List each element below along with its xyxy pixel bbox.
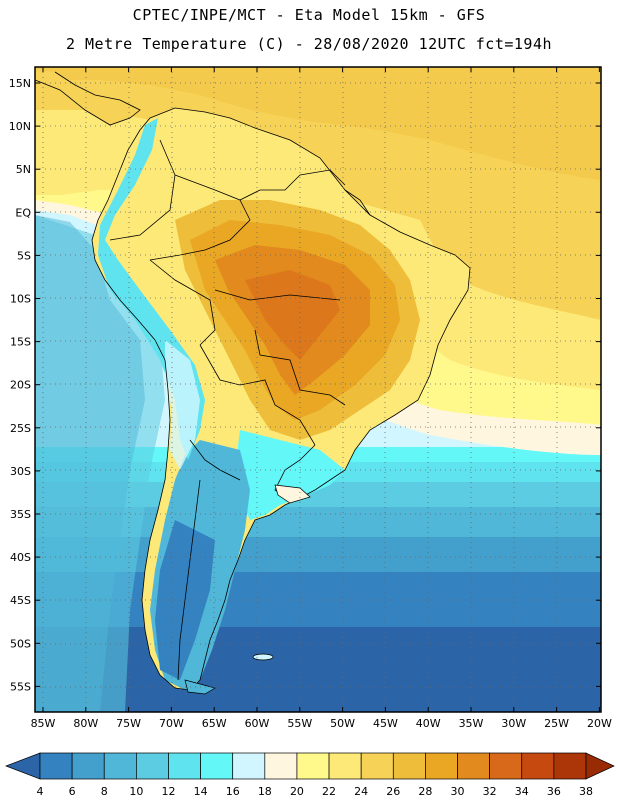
colorbar-label: 24: [354, 785, 368, 798]
longitude-label: 25W: [544, 717, 569, 730]
colorbar-swatch: [39, 752, 73, 780]
colorbar-swatch: [200, 752, 234, 780]
colorbar-swatch: [136, 752, 169, 780]
colorbar-swatch: [232, 752, 266, 780]
longitude-label: 80W: [73, 717, 98, 730]
colorbar-swatch: [457, 752, 490, 780]
colorbar-swatch: [296, 752, 330, 780]
latitude-label: 55S: [10, 680, 31, 693]
colorbar-right-arrow: [585, 752, 615, 780]
latitude-label: 20S: [10, 379, 31, 392]
colorbar-label: 22: [322, 785, 336, 798]
colorbar-label: 26: [386, 785, 400, 798]
latitude-label: 25S: [10, 422, 31, 435]
colorbar-label: 16: [226, 785, 240, 798]
longitude-label: 55W: [287, 717, 312, 730]
colorbar-label: 12: [161, 785, 175, 798]
colorbar-swatch: [328, 752, 362, 780]
colorbar-swatch: [360, 752, 394, 780]
colorbar-swatch: [553, 752, 587, 780]
longitude-label: 20W: [587, 717, 612, 730]
latitude-label: 5S: [17, 249, 31, 262]
map-frame: [34, 66, 602, 713]
colorbar-label: 28: [418, 785, 432, 798]
colorbar-swatch: [392, 752, 426, 780]
latitude-label: 10S: [10, 293, 31, 306]
longitude-label: 65W: [202, 717, 227, 730]
colorbar-label: 36: [547, 785, 561, 798]
latitude-label: 15N: [9, 77, 31, 90]
colorbar-label: 34: [515, 785, 529, 798]
latitude-label: 10N: [9, 120, 31, 133]
latitude-labels: 15N 10N 5N EQ 5S 10S 15S 20S 25S 30S 35S 40S 45S 50S 5…: [9, 77, 32, 693]
longitude-label: 40W: [416, 717, 441, 730]
colorbar-label: 30: [451, 785, 465, 798]
colorbar-label: 6: [69, 785, 76, 798]
colorbar: [5, 752, 615, 780]
colorbar-labels: 4 6 8 10 12 14 16 18 20 22 24 26 28 30 32 34 36 38: [37, 785, 594, 798]
latitude-label: EQ: [15, 206, 31, 219]
longitude-label: 75W: [116, 717, 141, 730]
longitude-label: 35W: [459, 717, 484, 730]
colorbar-swatch: [425, 752, 458, 780]
longitude-label: 70W: [159, 717, 184, 730]
latitude-label: 40S: [10, 551, 31, 564]
longitude-label: 60W: [245, 717, 270, 730]
longitude-label: 30W: [501, 717, 526, 730]
latitude-label: 35S: [10, 508, 31, 521]
latitude-label: 15S: [10, 336, 31, 349]
colorbar-label: 8: [101, 785, 108, 798]
longitude-label: 85W: [31, 717, 56, 730]
map-field: [35, 67, 601, 712]
latitude-label: 5N: [16, 163, 31, 176]
colorbar-label: 4: [37, 785, 44, 798]
title-line-2: 2 Metre Temperature (C) - 28/08/2020 12U…: [65, 35, 553, 53]
title-line-1: CPTEC/INPE/MCT - Eta Model 15km - GFS: [132, 6, 486, 24]
latitude-label: 50S: [10, 637, 31, 650]
colorbar-swatch: [168, 752, 201, 780]
latitude-label: 30S: [10, 465, 31, 478]
colorbar-label: 14: [194, 785, 208, 798]
colorbar-label: 18: [258, 785, 272, 798]
colorbar-swatch: [71, 752, 105, 780]
colorbar-label: 38: [579, 785, 593, 798]
colorbar-swatch: [489, 752, 523, 780]
colorbar-label: 10: [129, 785, 143, 798]
colorbar-swatch: [103, 752, 137, 780]
longitude-label: 50W: [330, 717, 355, 730]
colorbar-swatch: [521, 752, 555, 780]
longitude-label: 45W: [373, 717, 398, 730]
axis-ticks: [35, 67, 601, 712]
colorbar-left-arrow: [5, 752, 41, 780]
colorbar-label: 32: [483, 785, 497, 798]
latitude-label: 45S: [10, 594, 31, 607]
longitude-labels: 85W 80W 75W 70W 65W 60W 55W 50W 45W 40W 35W 30W 25W 2…: [31, 717, 612, 730]
colorbar-label: 20: [290, 785, 304, 798]
colorbar-swatch: [264, 752, 298, 780]
country-borders: [35, 71, 471, 691]
